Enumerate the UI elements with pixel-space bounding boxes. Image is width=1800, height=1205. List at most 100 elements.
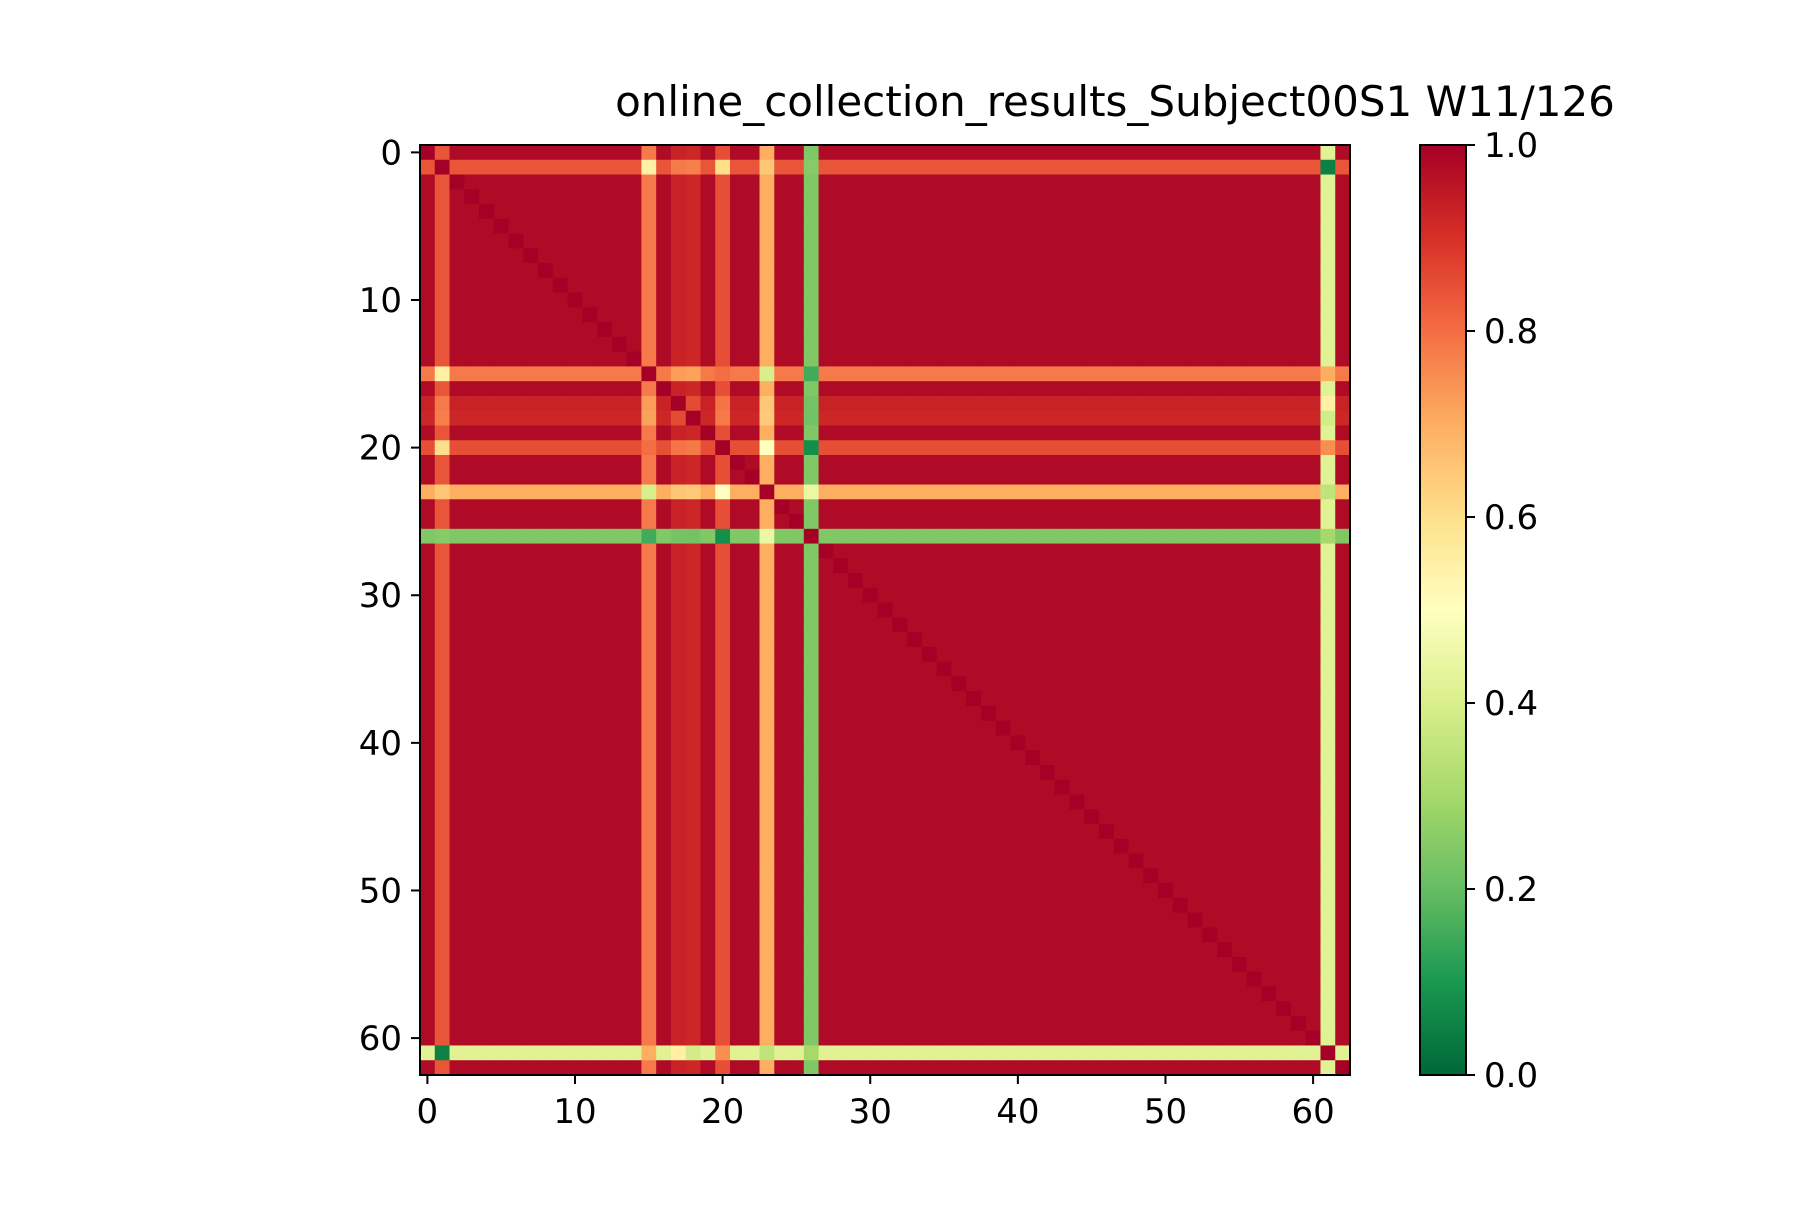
heatmap-cell <box>877 440 893 456</box>
heatmap-cell <box>1128 617 1144 633</box>
heatmap-cell <box>966 646 982 663</box>
heatmap-cell <box>582 838 598 855</box>
heatmap-cell <box>1202 868 1218 884</box>
heatmap-cell <box>1084 617 1100 633</box>
heatmap-cell <box>995 779 1012 796</box>
heatmap-cell <box>1305 425 1322 441</box>
heatmap-cell <box>980 145 997 161</box>
heatmap-cell <box>1069 425 1085 441</box>
heatmap-cell <box>656 587 672 604</box>
heatmap-cell <box>464 425 480 441</box>
heatmap-cell <box>641 366 657 382</box>
heatmap-cell <box>1276 587 1292 604</box>
heatmap-cell <box>464 617 480 633</box>
heatmap-cell <box>479 499 495 515</box>
heatmap-cell <box>1113 514 1130 530</box>
heatmap-cell <box>523 351 539 368</box>
heatmap-cell <box>434 189 451 205</box>
heatmap-cell <box>995 646 1012 663</box>
heatmap-cell <box>951 838 967 855</box>
heatmap-cell <box>848 868 864 884</box>
heatmap-cell <box>1187 395 1203 412</box>
heatmap-cell <box>1025 661 1041 678</box>
heatmap-cell <box>1187 469 1203 486</box>
heatmap-cell <box>966 351 982 368</box>
heatmap-cell <box>936 853 953 869</box>
heatmap-cell <box>951 617 967 633</box>
heatmap-cell <box>789 145 805 161</box>
heatmap-cell <box>1069 587 1085 604</box>
heatmap-cell <box>715 218 731 235</box>
heatmap-cell <box>611 971 628 988</box>
heatmap-cell <box>833 248 849 264</box>
heatmap-cell <box>508 440 524 456</box>
heatmap-cell <box>611 484 628 500</box>
heatmap-cell <box>936 676 953 692</box>
heatmap-cell <box>1172 204 1189 220</box>
heatmap-cell <box>1113 1045 1130 1061</box>
heatmap-cell <box>434 174 451 190</box>
heatmap-cell <box>1305 942 1322 958</box>
heatmap-cell <box>1143 322 1159 338</box>
heatmap-cell <box>552 1045 569 1061</box>
heatmap-cell <box>744 587 761 604</box>
heatmap-cell <box>951 956 967 973</box>
heatmap-cell <box>508 543 524 559</box>
heatmap-cell <box>656 558 672 574</box>
heatmap-cell <box>818 573 834 589</box>
heatmap-cell <box>1143 646 1159 663</box>
heatmap-cell <box>611 986 628 1002</box>
heatmap-cell <box>730 174 746 190</box>
heatmap-cell <box>449 883 465 899</box>
heatmap-cell <box>759 1060 775 1076</box>
heatmap-cell <box>597 292 613 308</box>
heatmap-cell <box>493 971 510 988</box>
heatmap-cell <box>951 248 967 264</box>
heatmap-cell <box>597 661 613 678</box>
heatmap-cell <box>582 218 598 235</box>
heatmap-cell <box>523 218 539 235</box>
heatmap-cell <box>1054 750 1071 766</box>
heatmap-cell <box>1246 705 1263 722</box>
heatmap-cell <box>980 292 997 308</box>
heatmap-cell <box>803 159 820 176</box>
heatmap-cell <box>1276 425 1292 441</box>
heatmap-cell <box>1320 942 1336 958</box>
heatmap-cell <box>449 440 465 456</box>
heatmap-cell <box>479 661 495 678</box>
heatmap-cell <box>1172 838 1189 855</box>
heatmap-cell <box>1069 676 1085 692</box>
heatmap-cell <box>1335 602 1351 618</box>
heatmap-cell <box>1128 942 1144 958</box>
heatmap-cell <box>789 322 805 338</box>
heatmap-cell <box>420 410 436 427</box>
heatmap-cell <box>744 174 761 190</box>
heatmap-cell <box>1069 883 1085 899</box>
heatmap-cell <box>1187 720 1203 737</box>
heatmap-cell <box>493 750 510 766</box>
heatmap-cell <box>597 351 613 368</box>
heatmap-cell <box>966 233 982 249</box>
heatmap-cell <box>1335 720 1351 737</box>
heatmap-cell <box>818 809 834 825</box>
heatmap-cell <box>1202 292 1218 308</box>
heatmap-cell <box>1099 676 1115 692</box>
heatmap-cell <box>1143 351 1159 368</box>
heatmap-cell <box>803 632 820 648</box>
heatmap-cell <box>862 159 879 176</box>
heatmap-cell <box>1040 292 1056 308</box>
heatmap-cell <box>464 248 480 264</box>
heatmap-cell <box>523 558 539 574</box>
heatmap-cell <box>552 617 569 633</box>
heatmap-cell <box>626 587 643 604</box>
heatmap-cell <box>1128 395 1144 412</box>
heatmap-cell <box>700 351 716 368</box>
heatmap-cell <box>1187 1045 1203 1061</box>
heatmap-cell <box>567 779 583 796</box>
heatmap-cell <box>582 440 598 456</box>
heatmap-cell <box>1261 233 1277 249</box>
heatmap-cell <box>611 159 628 176</box>
heatmap-cell <box>1202 1030 1218 1047</box>
heatmap-cell <box>552 351 569 368</box>
heatmap-cell <box>464 159 480 176</box>
